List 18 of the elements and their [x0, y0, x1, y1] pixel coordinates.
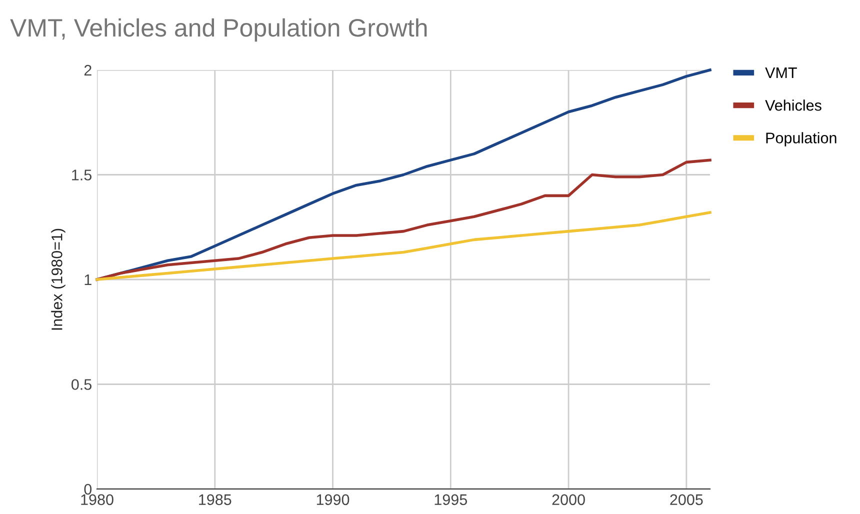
y-tick-label: 0.5 — [72, 379, 92, 390]
line-series — [96, 158, 712, 281]
x-tick-label: 1980 — [81, 494, 114, 506]
x-tick-label: 1985 — [199, 494, 232, 506]
legend-label: Population — [766, 132, 836, 146]
legend-label: VMT — [765, 68, 797, 78]
y-tick-label: 2 — [84, 64, 92, 76]
y-tick-label: 0 — [84, 484, 92, 495]
y-tick-label: 1.5 — [72, 170, 92, 180]
legend-label: Vehicles — [765, 100, 822, 111]
line-series — [96, 211, 712, 281]
x-tick-label: 2000 — [552, 494, 585, 506]
x-tick-label: 1995 — [434, 494, 468, 506]
chart-title: VMT, Vehicles and Population Growth — [10, 18, 427, 42]
x-tick-label: 1990 — [316, 494, 350, 506]
y-axis-title: Index (1980=1) — [51, 228, 66, 330]
y-tick-label: 1 — [84, 274, 92, 286]
x-tick-label: 2005 — [670, 494, 703, 506]
